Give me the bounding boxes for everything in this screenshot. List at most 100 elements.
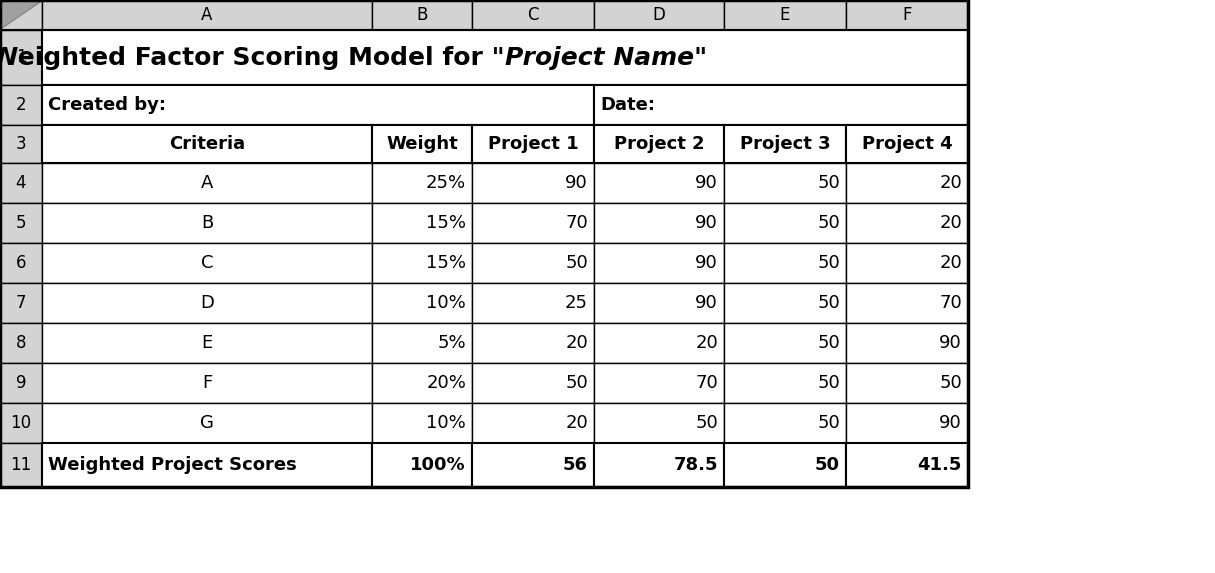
- Bar: [372, 363, 471, 403]
- Bar: [471, 283, 594, 323]
- Bar: [0, 125, 43, 163]
- Bar: [594, 243, 724, 283]
- Text: D: D: [200, 294, 214, 312]
- Bar: [594, 323, 724, 363]
- Bar: [43, 243, 372, 283]
- Text: 90: 90: [565, 174, 588, 192]
- Text: 78.5: 78.5: [673, 456, 718, 474]
- Bar: [724, 0, 846, 30]
- Bar: [43, 203, 372, 243]
- Text: 20: 20: [939, 214, 962, 232]
- Text: B: B: [417, 6, 428, 24]
- Bar: [846, 203, 968, 243]
- Bar: [471, 203, 594, 243]
- Text: Weighted Factor Scoring Model for ": Weighted Factor Scoring Model for ": [0, 45, 505, 69]
- Text: 41.5: 41.5: [917, 456, 962, 474]
- Text: 4: 4: [16, 174, 27, 192]
- Bar: [846, 363, 968, 403]
- Bar: [846, 323, 968, 363]
- Text: E: E: [780, 6, 790, 24]
- Bar: [846, 125, 968, 163]
- Text: 90: 90: [939, 414, 962, 432]
- Bar: [0, 443, 43, 487]
- Text: 70: 70: [939, 294, 962, 312]
- Bar: [0, 30, 43, 85]
- Bar: [724, 363, 846, 403]
- Bar: [0, 0, 43, 30]
- Bar: [594, 0, 724, 30]
- Text: Project 3: Project 3: [740, 135, 830, 153]
- Bar: [846, 243, 968, 283]
- Text: Date:: Date:: [600, 96, 655, 114]
- Text: 25%: 25%: [426, 174, 467, 192]
- Bar: [471, 243, 594, 283]
- Bar: [594, 203, 724, 243]
- Text: 90: 90: [695, 174, 718, 192]
- Text: C: C: [527, 6, 538, 24]
- Bar: [846, 0, 968, 30]
- Bar: [372, 243, 471, 283]
- Text: 2: 2: [16, 96, 27, 114]
- Text: Created by:: Created by:: [49, 96, 166, 114]
- Text: 100%: 100%: [411, 456, 467, 474]
- Text: 20%: 20%: [426, 374, 467, 392]
- Text: A: A: [200, 174, 213, 192]
- Bar: [724, 203, 846, 243]
- Bar: [594, 443, 724, 487]
- Text: 90: 90: [695, 214, 718, 232]
- Bar: [372, 443, 471, 487]
- Text: 25: 25: [565, 294, 588, 312]
- Bar: [43, 443, 372, 487]
- Text: 50: 50: [818, 294, 840, 312]
- Text: 50: 50: [818, 334, 840, 352]
- Bar: [724, 125, 846, 163]
- Bar: [372, 323, 471, 363]
- Bar: [594, 85, 968, 125]
- Text: Weighted Project Scores: Weighted Project Scores: [49, 456, 296, 474]
- Bar: [594, 363, 724, 403]
- Bar: [0, 243, 43, 283]
- Bar: [372, 0, 471, 30]
- Bar: [724, 283, 846, 323]
- Text: B: B: [200, 214, 213, 232]
- Text: 20: 20: [939, 254, 962, 272]
- Bar: [0, 0, 968, 30]
- Text: 20: 20: [565, 334, 588, 352]
- Text: E: E: [202, 334, 213, 352]
- Bar: [471, 323, 594, 363]
- Text: 9: 9: [16, 374, 27, 392]
- Text: A: A: [202, 6, 213, 24]
- Bar: [0, 163, 43, 203]
- Text: Project 4: Project 4: [861, 135, 953, 153]
- Text: 56: 56: [563, 456, 588, 474]
- Bar: [43, 30, 968, 85]
- Bar: [0, 363, 43, 403]
- Text: 20: 20: [939, 174, 962, 192]
- Bar: [372, 203, 471, 243]
- Text: Project 2: Project 2: [614, 135, 705, 153]
- Polygon shape: [2, 2, 40, 28]
- Text: 50: 50: [565, 374, 588, 392]
- Text: 50: 50: [818, 214, 840, 232]
- Text: 50: 50: [818, 414, 840, 432]
- Text: 15%: 15%: [426, 254, 467, 272]
- Bar: [43, 323, 372, 363]
- Text: Weight: Weight: [386, 135, 458, 153]
- Text: 5: 5: [16, 214, 27, 232]
- Bar: [0, 0, 968, 487]
- Bar: [372, 163, 471, 203]
- Bar: [471, 443, 594, 487]
- Bar: [846, 403, 968, 443]
- Bar: [846, 283, 968, 323]
- Bar: [846, 443, 968, 487]
- Text: 6: 6: [16, 254, 27, 272]
- Bar: [43, 403, 372, 443]
- Bar: [43, 125, 372, 163]
- Bar: [471, 0, 594, 30]
- Text: 7: 7: [16, 294, 27, 312]
- Text: 1: 1: [16, 49, 27, 66]
- Text: 70: 70: [695, 374, 718, 392]
- Bar: [594, 283, 724, 323]
- Text: 50: 50: [565, 254, 588, 272]
- Text: 5%: 5%: [437, 334, 467, 352]
